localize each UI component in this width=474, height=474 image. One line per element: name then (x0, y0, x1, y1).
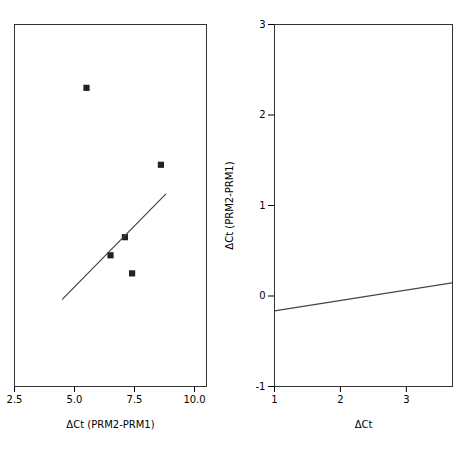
svg-text:ΔCt (PRM2-PRM1): ΔCt (PRM2-PRM1) (66, 419, 154, 430)
svg-text:3: 3 (259, 19, 265, 30)
svg-text:7.5: 7.5 (127, 394, 143, 405)
svg-text:1: 1 (271, 394, 277, 405)
svg-text:ΔCt: ΔCt (355, 419, 373, 430)
svg-text:1: 1 (259, 200, 265, 211)
svg-text:-1: -1 (256, 381, 266, 392)
svg-text:3: 3 (403, 394, 409, 405)
svg-text:2.5: 2.5 (7, 394, 23, 405)
svg-text:5.0: 5.0 (67, 394, 83, 405)
svg-text:ΔCt (PRM2-PRM1): ΔCt (PRM2-PRM1) (224, 161, 235, 249)
svg-text:10.0: 10.0 (183, 394, 205, 405)
svg-text:2: 2 (259, 109, 265, 120)
svg-text:0: 0 (259, 290, 265, 301)
svg-text:2: 2 (337, 394, 343, 405)
